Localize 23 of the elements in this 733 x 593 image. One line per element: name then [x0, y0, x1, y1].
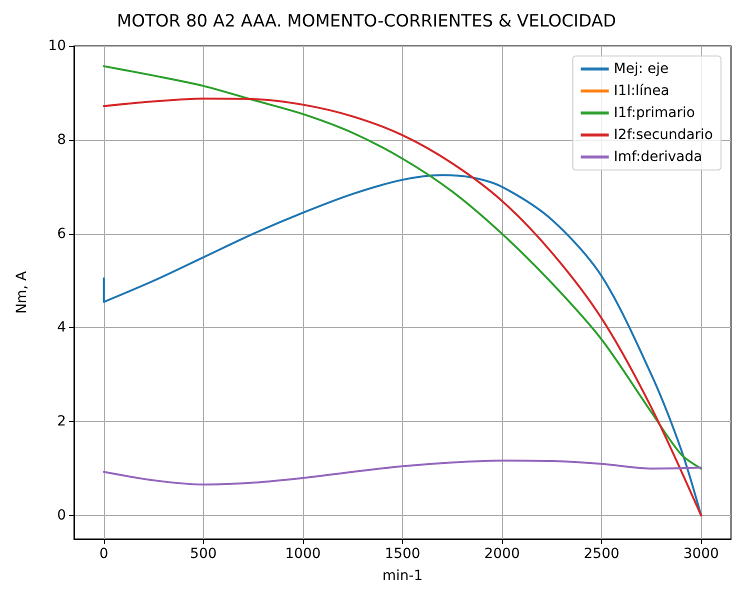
chart-title: MOTOR 80 A2 AAA. MOMENTO-CORRIENTES & VELOCIDAD	[116, 12, 616, 32]
x-tick-label: 2500	[584, 546, 620, 562]
y-axis-title: Nm, A	[14, 270, 30, 314]
legend-label: I2f:secundario	[614, 127, 714, 143]
y-tick-label: 8	[57, 132, 66, 148]
x-tick-label: 3000	[683, 546, 719, 562]
line-series	[102, 460, 702, 486]
y-tick-label: 10	[48, 38, 66, 54]
y-tick-label: 0	[57, 508, 66, 524]
legend-label: I1f:primario	[614, 105, 695, 121]
legend-label: I1l:línea	[614, 83, 670, 99]
x-axis-title: min-1	[382, 568, 423, 584]
x-tick-label: 500	[190, 546, 217, 562]
legend-label: Imf:derivada	[614, 149, 702, 165]
y-tick-label: 2	[57, 414, 66, 430]
legend-label: Mej: eje	[614, 61, 669, 77]
x-tick-label: 0	[99, 546, 108, 562]
y-tick-label: 6	[57, 226, 66, 242]
y-tick-label: 4	[57, 320, 66, 336]
x-tick-label: 2000	[484, 546, 520, 562]
x-tick-label: 1000	[285, 546, 321, 562]
x-tick-label: 1500	[384, 546, 420, 562]
line-series	[102, 174, 702, 517]
